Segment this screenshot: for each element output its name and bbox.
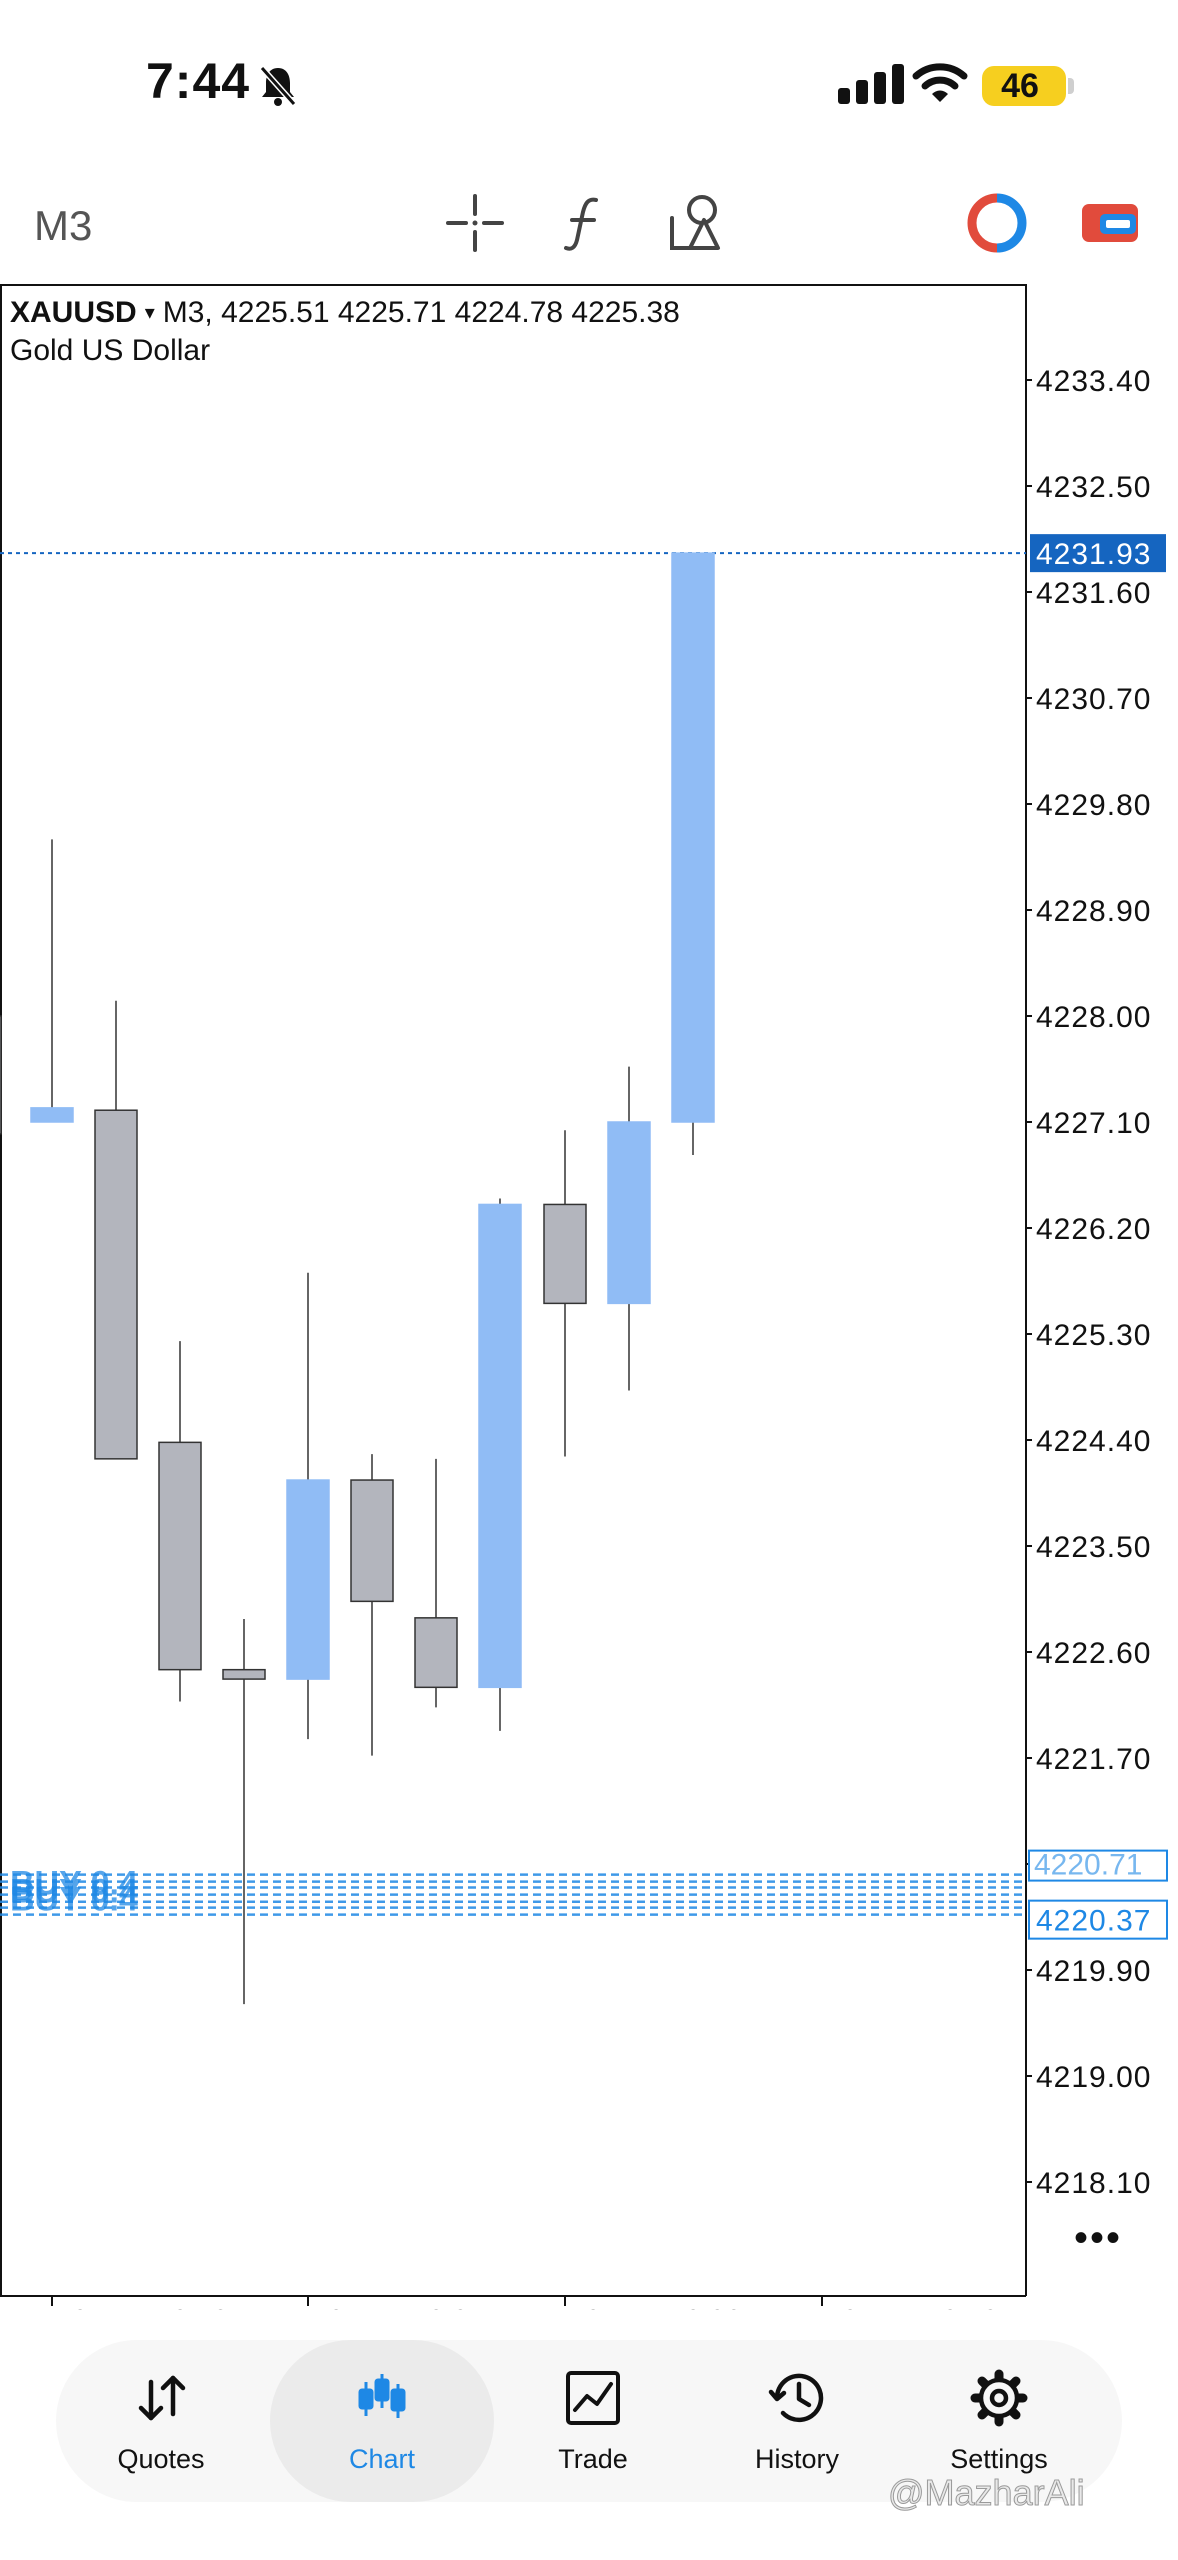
symbol-description: Gold US Dollar <box>10 334 211 367</box>
y-tick-label: 4233.40 <box>1036 365 1151 398</box>
price-chart[interactable]: 4233.40 4232.50 4231.60 4230.70 4229.80 4228.… <box>0 284 1178 2310</box>
indicator-function-icon[interactable] <box>552 190 618 256</box>
symbol-dropdown-arrow[interactable]: ▾ <box>144 302 155 324</box>
y-tick-label: 4223.50 <box>1036 1531 1151 1564</box>
current-price-tag <box>1030 534 1166 573</box>
nav-settings[interactable]: Settings <box>894 2340 1104 2502</box>
candle-bear <box>94 1109 138 1460</box>
position-price-tag-lower-label: 4220.37 <box>1036 1905 1151 1938</box>
candle-bull <box>30 1107 74 1123</box>
nav-quotes[interactable]: Quotes <box>56 2340 266 2502</box>
nav-quotes-label: Quotes <box>117 2444 205 2474</box>
x-tick-label: 13 Nov 13:24 <box>312 2305 485 2310</box>
nav-history-label: History <box>754 2444 839 2474</box>
x-tick-label: 13 Nov 13:36 <box>569 2305 742 2310</box>
one-click-trading-icon[interactable] <box>964 190 1030 256</box>
symbol-label[interactable]: XAUUSD <box>10 296 137 329</box>
candlestick-chart-svg[interactable]: 4233.40 4232.50 4231.60 4230.70 4229.80 4228.… <box>0 284 1178 2310</box>
candlestick-chart-icon <box>358 2374 406 2418</box>
position-price-tag-lower <box>1028 1899 1168 1940</box>
nav-chart[interactable]: Chart <box>270 2340 494 2502</box>
quotes-arrows-icon <box>138 2375 186 2421</box>
y-tick-label: 4224.40 <box>1036 1425 1151 1458</box>
chart-toolbar: M3 <box>0 180 1178 280</box>
x-tick-label: 13 Nov 13:12 <box>56 2305 229 2310</box>
nav-settings-label: Settings <box>950 2444 1048 2474</box>
nav-chart-label: Chart <box>348 2444 416 2474</box>
ohlc-readout: M3, 4225.51 4225.71 4224.78 4225.38 <box>162 296 680 329</box>
watermark: @MazharAli <box>888 2472 1086 2514</box>
y-tick-label: 4229.80 <box>1036 789 1151 822</box>
more-options-icon[interactable]: ••• <box>1074 2216 1123 2260</box>
y-tick-label: 4226.20 <box>1036 1213 1151 1246</box>
bell-slash-icon <box>259 66 297 106</box>
buy-position-label: BUY 0.4 <box>10 1873 138 1911</box>
y-tick-label: 4231.60 <box>1036 577 1151 610</box>
bottom-navigation: Quotes Chart Trade History <box>56 2340 1122 2502</box>
cellular-signal-icon <box>838 64 904 104</box>
nav-trade[interactable]: Trade <box>488 2340 698 2502</box>
y-tick-label: 4228.00 <box>1036 1001 1151 1034</box>
buy-position-label: BUY 0.4 <box>10 1881 138 1919</box>
nav-history[interactable]: History <box>692 2340 902 2502</box>
y-tick-label: 4225.30 <box>1036 1319 1151 1352</box>
y-tick-label: 4228.90 <box>1036 895 1151 928</box>
buy-position-label: BUY 0.4 <box>10 1865 138 1903</box>
gear-icon <box>970 2369 1028 2427</box>
objects-shapes-icon[interactable] <box>664 190 730 256</box>
y-tick-label: 4227.10 <box>1036 1107 1151 1140</box>
candle-bear <box>350 1479 394 1603</box>
candle-bull <box>671 552 715 1123</box>
battery-level: 46 <box>1001 67 1039 105</box>
position-price-tag-upper-label: 4220.71 <box>1034 1849 1142 1882</box>
candle-bear <box>0 1015 2 1135</box>
candle-bear <box>222 1668 266 1680</box>
position-price-tag-upper <box>1028 1849 1168 1882</box>
candle-bull <box>607 1121 651 1305</box>
crosshair-icon[interactable] <box>442 190 508 256</box>
candle-bear <box>414 1617 458 1689</box>
candle-bear <box>543 1203 587 1305</box>
timeframe-button[interactable]: M3 <box>34 202 93 249</box>
chart-header: XAUUSD ▾ M3, 4225.51 4225.71 4224.78 4225.… <box>10 294 680 370</box>
y-tick-label: 4219.90 <box>1036 1955 1151 1988</box>
current-price-tag-label: 4231.93 <box>1036 538 1151 571</box>
y-tick-label: 4230.70 <box>1036 683 1151 716</box>
battery-icon: 46 <box>982 66 1074 106</box>
trade-chart-icon <box>566 2371 620 2425</box>
y-tick-label: 4222.60 <box>1036 1637 1151 1670</box>
wifi-icon <box>912 63 968 102</box>
status-bar: 7:44 46 <box>0 0 1178 170</box>
x-tick-label: 13 Nov 13:48 <box>826 2305 999 2310</box>
y-tick-label: 4219.00 <box>1036 2061 1151 2094</box>
candle-bear <box>158 1441 202 1671</box>
candle-bull <box>478 1203 522 1689</box>
y-tick-label: 4232.50 <box>1036 471 1151 504</box>
candle-bull <box>286 1479 330 1680</box>
history-clock-icon <box>768 2373 824 2423</box>
account-switch-icon[interactable] <box>1078 190 1144 256</box>
y-tick-label: 4218.10 <box>1036 2167 1151 2200</box>
status-time: 7:44 <box>146 53 251 109</box>
y-tick-label: 4221.70 <box>1036 1743 1151 1776</box>
nav-trade-label: Trade <box>558 2444 628 2474</box>
